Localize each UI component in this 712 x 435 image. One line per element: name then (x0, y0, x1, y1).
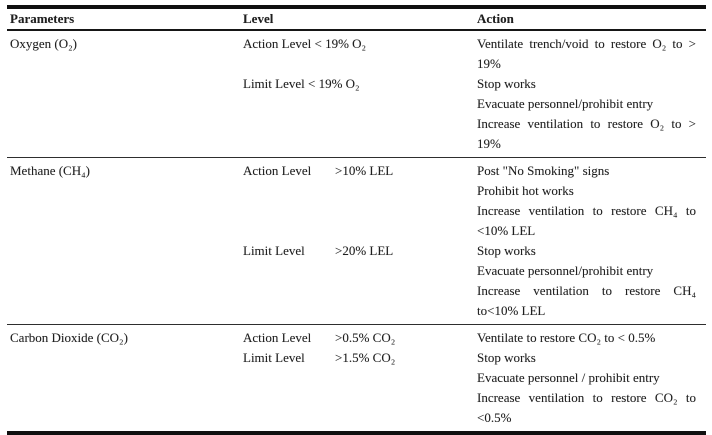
action-item: Stop works (477, 243, 536, 258)
action-item: Post "No Smoking" signs (477, 163, 610, 178)
level-label: Limit Level (243, 76, 305, 91)
level-label: Action Level (243, 36, 312, 51)
level-entry-limit: Limit Level >20% LEL (243, 241, 474, 261)
level-label: Action Level (243, 330, 312, 345)
parameter-name: Carbon Dioxide (CO₂) (10, 330, 128, 345)
level-value: >1.5% CO₂ (335, 350, 396, 365)
action-item: Ventilate to restore CO₂ to < 0.5% (477, 330, 656, 345)
parameter-name: Oxygen (O₂) (10, 36, 77, 51)
level-value: < 19% O₂ (307, 76, 360, 91)
action-item: Prohibit hot works (477, 183, 574, 198)
level-label: Action Level (243, 163, 312, 178)
col-header-parameters: Parameters (10, 11, 75, 26)
level-cell: Action Level < 19% O₂ Limit Level < 19% … (240, 34, 474, 154)
table-row-oxygen: Oxygen (O₂) Action Level < 19% O₂ Limit … (7, 31, 706, 157)
level-entry-limit: Limit Level >1.5% CO₂ (243, 348, 474, 368)
table-row-carbon-dioxide: Carbon Dioxide (CO₂) Action Level >0.5% C… (7, 324, 706, 431)
action-item: Stop works (477, 76, 536, 91)
action-cell: Ventilate trench/void to restore O₂ to >… (474, 34, 706, 154)
col-header-action: Action (477, 11, 514, 26)
level-value: >20% LEL (335, 243, 394, 258)
action-item: Increase ventilation to restore CO₂ to <… (477, 390, 696, 425)
parameter-cell: Methane (CH₄) (7, 161, 240, 321)
gas-monitoring-table: Parameters Level Action Oxygen (O₂) Acti… (7, 5, 706, 435)
table-row-methane: Methane (CH₄) Action Level >10% LEL Limit… (7, 157, 706, 324)
parameter-cell: Carbon Dioxide (CO₂) (7, 328, 240, 428)
level-entry-action: Action Level >10% LEL (243, 161, 474, 181)
level-entry-action: Action Level < 19% O₂ (243, 34, 474, 54)
level-label: Limit Level (243, 243, 305, 258)
action-cell: Ventilate to restore CO₂ to < 0.5% Stop … (474, 328, 706, 428)
action-item: Stop works (477, 350, 536, 365)
action-item: Evacuate personnel / prohibit entry (477, 370, 660, 385)
level-label: Limit Level (243, 350, 305, 365)
action-cell: Post "No Smoking" signs Prohibit hot wor… (474, 161, 706, 321)
level-entry-action: Action Level >0.5% CO₂ (243, 328, 474, 348)
action-item: Evacuate personnel/prohibit entry (477, 96, 654, 111)
action-item: Ventilate trench/void to restore O₂ to >… (477, 36, 696, 71)
action-item: Increase ventilation to restore CH₄ to<1… (477, 283, 696, 318)
col-header-level: Level (243, 11, 274, 26)
level-cell: Action Level >10% LEL Limit Level >20% LEL (240, 161, 474, 321)
level-cell: Action Level >0.5% CO₂ Limit Level >1.5% C… (240, 328, 474, 428)
parameter-cell: Oxygen (O₂) (7, 34, 240, 154)
action-item: Evacuate personnel/prohibit entry (477, 263, 654, 278)
level-value: < 19% O₂ (314, 36, 367, 51)
level-value: >10% LEL (335, 163, 394, 178)
level-value: >0.5% CO₂ (335, 330, 396, 345)
table-header-row: Parameters Level Action (7, 9, 706, 31)
action-item: Increase ventilation to restore CH₄ to <… (477, 203, 696, 238)
parameter-name: Methane (CH₄) (10, 163, 90, 178)
action-item: Increase ventilation to restore O₂ to > … (477, 116, 696, 151)
level-entry-limit: Limit Level < 19% O₂ (243, 74, 474, 94)
